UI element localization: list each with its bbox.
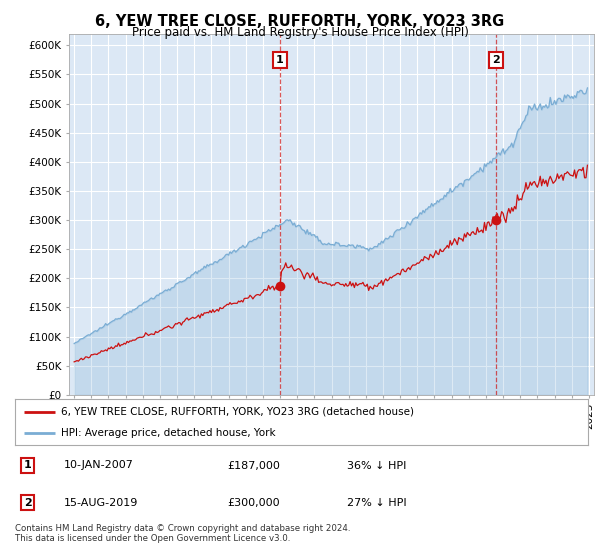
Text: 6, YEW TREE CLOSE, RUFFORTH, YORK, YO23 3RG: 6, YEW TREE CLOSE, RUFFORTH, YORK, YO23 … (95, 14, 505, 29)
Text: Contains HM Land Registry data © Crown copyright and database right 2024.
This d: Contains HM Land Registry data © Crown c… (15, 524, 350, 543)
Text: HPI: Average price, detached house, York: HPI: Average price, detached house, York (61, 428, 275, 438)
Text: 36% ↓ HPI: 36% ↓ HPI (347, 460, 407, 470)
Text: £187,000: £187,000 (227, 460, 280, 470)
Text: 2: 2 (492, 55, 500, 65)
Text: 15-AUG-2019: 15-AUG-2019 (64, 498, 138, 507)
Text: 1: 1 (276, 55, 284, 65)
Text: 27% ↓ HPI: 27% ↓ HPI (347, 498, 407, 507)
Text: 2: 2 (24, 498, 31, 507)
Text: 1: 1 (24, 460, 31, 470)
Text: £300,000: £300,000 (227, 498, 280, 507)
Text: 10-JAN-2007: 10-JAN-2007 (64, 460, 134, 470)
Text: 6, YEW TREE CLOSE, RUFFORTH, YORK, YO23 3RG (detached house): 6, YEW TREE CLOSE, RUFFORTH, YORK, YO23 … (61, 407, 414, 417)
Text: Price paid vs. HM Land Registry's House Price Index (HPI): Price paid vs. HM Land Registry's House … (131, 26, 469, 39)
